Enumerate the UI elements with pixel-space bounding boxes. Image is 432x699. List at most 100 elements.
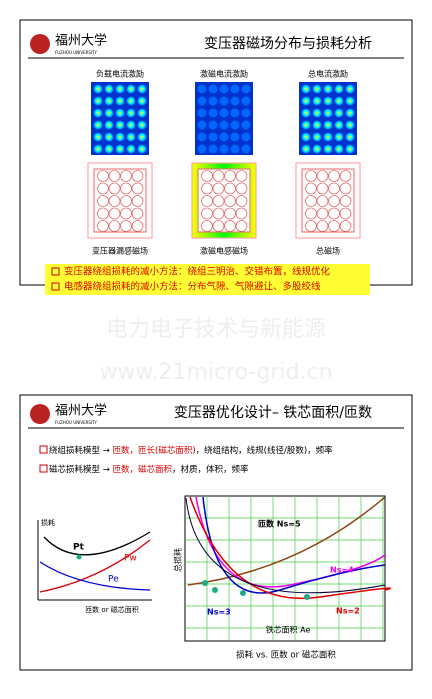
field-line — [212, 195, 225, 207]
field-cell — [301, 132, 311, 142]
curve-label: Pe — [108, 575, 119, 585]
figure-label: 变压器漏感磁场 — [92, 246, 148, 256]
field-cell — [219, 144, 229, 154]
field-line — [108, 182, 121, 195]
field-cell — [137, 144, 147, 154]
field-cell — [301, 144, 311, 154]
field-line — [201, 182, 213, 195]
field-cell — [197, 120, 207, 130]
field-cell — [312, 120, 322, 130]
text: 绕组损耗模型 → — [49, 445, 113, 456]
small-chart: 损耗 匝数 or 磁芯面积 Pt Pw Pe — [37, 518, 152, 614]
field-cell — [301, 84, 311, 94]
slide-title: 变压器优化设计– 铁芯面积/匝数 — [174, 405, 372, 421]
field-cell — [334, 144, 344, 154]
field-line — [235, 220, 248, 232]
watermark: 电力电子技术与新能源 — [106, 317, 326, 342]
field-cell — [230, 120, 240, 130]
field-cell — [312, 144, 322, 154]
field-cell — [115, 108, 125, 118]
field-line — [235, 170, 248, 182]
field-cell — [93, 84, 103, 94]
bullet-text: 磁芯损耗模型 → 匝数，磁芯面积，材质，体积，频率 — [49, 464, 249, 475]
bullet — [39, 445, 48, 454]
field-cell — [334, 96, 344, 106]
field-line — [212, 170, 225, 182]
min-point — [240, 590, 246, 596]
field-line — [339, 207, 352, 220]
field-cell — [93, 132, 103, 142]
field-cell — [230, 108, 240, 118]
min-point — [304, 594, 310, 600]
field-line — [316, 220, 329, 232]
slide-title: 变压器磁场分布与损耗分析 — [204, 36, 372, 52]
field-line — [120, 182, 132, 195]
field-cell — [345, 132, 355, 142]
curve-label: Pw — [124, 554, 137, 564]
field-line — [97, 207, 109, 220]
field-line — [328, 207, 340, 220]
min-point — [76, 554, 82, 560]
text: ，材质，体积，频率 — [172, 464, 249, 475]
field-line — [201, 195, 213, 207]
field-cell — [334, 84, 344, 94]
field-line — [201, 207, 213, 220]
field-cell — [241, 144, 251, 154]
curve-label: 匝数 Ns=5 — [258, 519, 301, 529]
field-cell — [312, 84, 322, 94]
logo-sub: FUZHOU UNIVERSITY — [55, 420, 98, 425]
field-line — [120, 220, 132, 232]
field-cell — [323, 120, 333, 130]
curve-label: Ns=3 — [207, 608, 231, 617]
note: 电感器绕组损耗的减小方法：分布气隙、气隙避让、多股绞线 — [64, 281, 321, 293]
field-cell — [104, 84, 114, 94]
field-line — [328, 195, 340, 207]
field-cell — [312, 108, 322, 118]
figure-label: 总磁场 — [316, 246, 340, 256]
field-cell — [241, 120, 251, 130]
logo-sub: FUZHOU UNIVERSITY — [55, 50, 98, 55]
field-plot — [91, 82, 149, 155]
figure-label: 激磁电流激励 — [200, 69, 248, 79]
field-cell — [197, 84, 207, 94]
field-cell — [301, 120, 311, 130]
curve — [39, 539, 151, 593]
field-line — [97, 182, 109, 195]
field-line — [131, 220, 144, 232]
field-cell — [208, 84, 218, 94]
bullet — [51, 282, 60, 291]
field-cell — [137, 84, 147, 94]
field-cell — [219, 132, 229, 142]
axis-label: 总损耗 — [173, 548, 183, 572]
axis-label: 铁芯面积 Ae — [266, 625, 311, 635]
big-chart: 总损耗 铁芯面积 Ae 匝数 Ns=5 Ns=4 Ns=3 Ns=2 — [173, 495, 392, 642]
text: ，绕组结构，线规(线径/股数)，频率 — [196, 445, 333, 456]
field-line — [339, 170, 352, 182]
field-cell — [104, 120, 114, 130]
field-line — [108, 220, 121, 232]
field-line — [339, 182, 352, 195]
field-line — [305, 195, 317, 207]
field-cell — [104, 132, 114, 142]
note: 变压器绕组损耗的减小方法：绕组三明治、交错布置，线规优化 — [64, 266, 331, 278]
field-line — [120, 207, 132, 220]
field-cell — [115, 96, 125, 106]
field-line — [131, 182, 144, 195]
bullet — [39, 464, 48, 473]
caption: 损耗 vs. 匝数 or 磁芯面积 — [236, 650, 336, 661]
field-cell — [241, 84, 251, 94]
field-line — [131, 195, 144, 207]
field-cell — [345, 96, 355, 106]
axis-label: 匝数 or 磁芯面积 — [85, 605, 139, 614]
field-line — [97, 220, 109, 232]
note-box — [45, 264, 370, 295]
field-cell — [126, 108, 136, 118]
field-cell — [323, 96, 333, 106]
field-cell — [126, 120, 136, 130]
curve — [187, 496, 386, 586]
field-cell — [137, 132, 147, 142]
field-line — [328, 182, 340, 195]
curve — [195, 496, 386, 588]
curve — [39, 561, 151, 591]
